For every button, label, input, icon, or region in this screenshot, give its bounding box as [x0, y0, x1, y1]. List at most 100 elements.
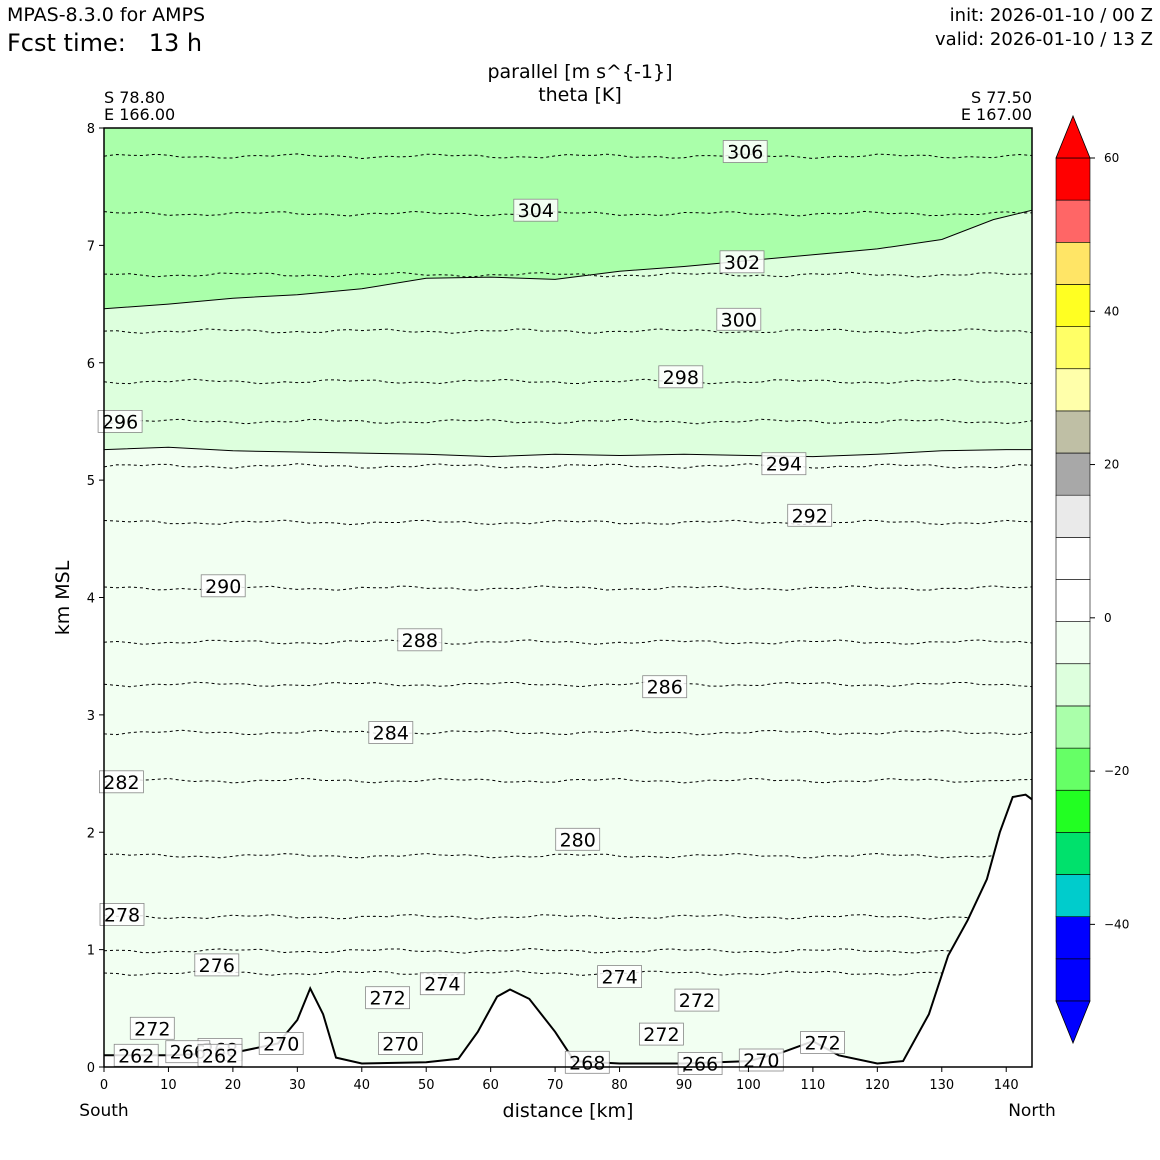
contour-label-262: 262	[118, 1045, 154, 1067]
y-tick-label: 8	[87, 122, 95, 137]
contour-label-262: 262	[202, 1045, 238, 1067]
colorbar-tick-label: 60	[1104, 151, 1119, 165]
theta-contour-282	[104, 777, 1032, 784]
wind-boundary-lower	[104, 446, 1032, 458]
y-tick-label: 7	[87, 239, 95, 254]
contour-label-304: 304	[518, 200, 554, 222]
right-end-lat: S 77.50	[971, 88, 1032, 107]
x-tick-label: 100	[736, 1078, 761, 1093]
colorbar-band	[1055, 789, 1091, 833]
contour-label-box	[419, 972, 465, 996]
contour-label-box	[800, 1031, 845, 1054]
contour-label-266: 266	[682, 1054, 718, 1076]
contour-label-box	[738, 1048, 784, 1072]
colorbar-band	[1055, 410, 1091, 454]
contour-label-288: 288	[402, 630, 438, 652]
x-tick-label: 20	[225, 1078, 242, 1093]
wind-boundary-upper	[104, 209, 1032, 310]
colorbar-band	[1055, 705, 1091, 749]
x-tick-label: 40	[354, 1078, 371, 1093]
theta-contour-300	[104, 328, 1032, 334]
theta-contour-302	[104, 271, 1032, 278]
colorbar-tick-label: −40	[1104, 917, 1129, 931]
colorbar-band	[1055, 537, 1091, 580]
contour-label-274: 274	[424, 974, 460, 996]
right-end-lon: E 167.00	[961, 105, 1032, 124]
contour-label-294: 294	[766, 454, 802, 476]
theta-contour-274	[104, 970, 1032, 976]
x-tick-label: 80	[611, 1078, 628, 1093]
contour-label-272: 272	[804, 1032, 840, 1054]
theta-contour-296	[104, 418, 1032, 425]
contour-label-box	[365, 986, 411, 1010]
theta-contour-288	[104, 639, 1032, 645]
contour-label-box	[722, 140, 768, 163]
colorbar-extend-max	[1055, 114, 1091, 159]
colorbar-band	[1055, 579, 1091, 622]
chart-title-line1: parallel [m s^{-1}]	[487, 61, 672, 83]
x-tick-label: 130	[929, 1078, 954, 1093]
plot-area	[104, 128, 1032, 1067]
left-end-lat: S 78.80	[104, 88, 165, 107]
contour-label-box	[129, 1016, 175, 1040]
y-tick-label: 4	[87, 592, 95, 607]
contour-label-270: 270	[263, 1034, 299, 1056]
chart-title-line2: theta [K]	[538, 84, 622, 106]
x-tick-label: 60	[482, 1078, 499, 1093]
y-axis: 0 1 2 3 4 5 6 7 8	[87, 122, 104, 1076]
theta-contour-306	[104, 153, 1032, 160]
colorbar-band	[1055, 747, 1091, 791]
valid-time: valid: 2026-01-10 / 13 Z	[935, 29, 1153, 50]
contour-label-276: 276	[199, 955, 235, 977]
left-end-lon: E 166.00	[104, 105, 175, 124]
contour-label-box	[761, 452, 807, 476]
contour-label-306: 306	[727, 142, 763, 164]
colorbar-band	[1055, 242, 1091, 285]
contour-label-box	[99, 770, 144, 794]
contour-label-292: 292	[792, 505, 828, 527]
init-time: init: 2026-01-10 / 00 Z	[949, 5, 1153, 26]
theta-contour-304	[104, 210, 1032, 217]
x-tick-label: 90	[676, 1078, 693, 1093]
contour-label-box	[642, 675, 688, 699]
contour-label-280: 280	[560, 829, 596, 851]
contour-label-box	[97, 409, 143, 433]
y-tick-label: 2	[87, 826, 95, 841]
y-tick-label: 0	[87, 1061, 95, 1076]
y-axis-label: km MSL	[52, 560, 74, 635]
contour-label-box	[200, 574, 246, 598]
contour-label-box	[719, 250, 765, 274]
model-name: MPAS-8.3.0 for AMPS	[7, 4, 206, 26]
colorbar-extend-min	[1055, 1000, 1091, 1045]
contour-label-box	[639, 1022, 684, 1046]
contour-label-290: 290	[205, 576, 241, 598]
colorbar-band	[1055, 621, 1091, 664]
colorbar-tick-label: −20	[1104, 764, 1129, 778]
y-tick-label: 5	[87, 474, 95, 489]
x-tick-label: 0	[100, 1078, 108, 1093]
contour-label-300: 300	[721, 309, 757, 331]
contour-label-box	[564, 1050, 610, 1074]
contour-label-box	[677, 1052, 723, 1075]
contour-label-270: 270	[382, 1034, 418, 1056]
contour-label-272: 272	[369, 988, 405, 1010]
contour-label-box	[513, 198, 559, 222]
contour-label-274: 274	[601, 967, 637, 989]
theta-contour-284	[104, 729, 1032, 736]
contour-label-298: 298	[663, 367, 699, 389]
colorbar-band	[1055, 452, 1091, 496]
contour-label-284: 284	[373, 723, 409, 745]
x-tick-label: 110	[800, 1078, 825, 1093]
contour-label-box	[397, 628, 443, 652]
contour-label-box	[377, 1032, 423, 1055]
y-tick-label: 1	[87, 944, 95, 959]
contour-label-box	[597, 965, 642, 988]
contour-label-box	[674, 988, 720, 1012]
colorbar-tick-label: 40	[1104, 304, 1119, 318]
contour-label-272: 272	[679, 990, 715, 1012]
colorbar-band	[1055, 284, 1091, 327]
contour-label-272: 272	[643, 1024, 679, 1046]
colorbar-band	[1055, 494, 1091, 538]
contour-label-272: 272	[134, 1018, 170, 1040]
